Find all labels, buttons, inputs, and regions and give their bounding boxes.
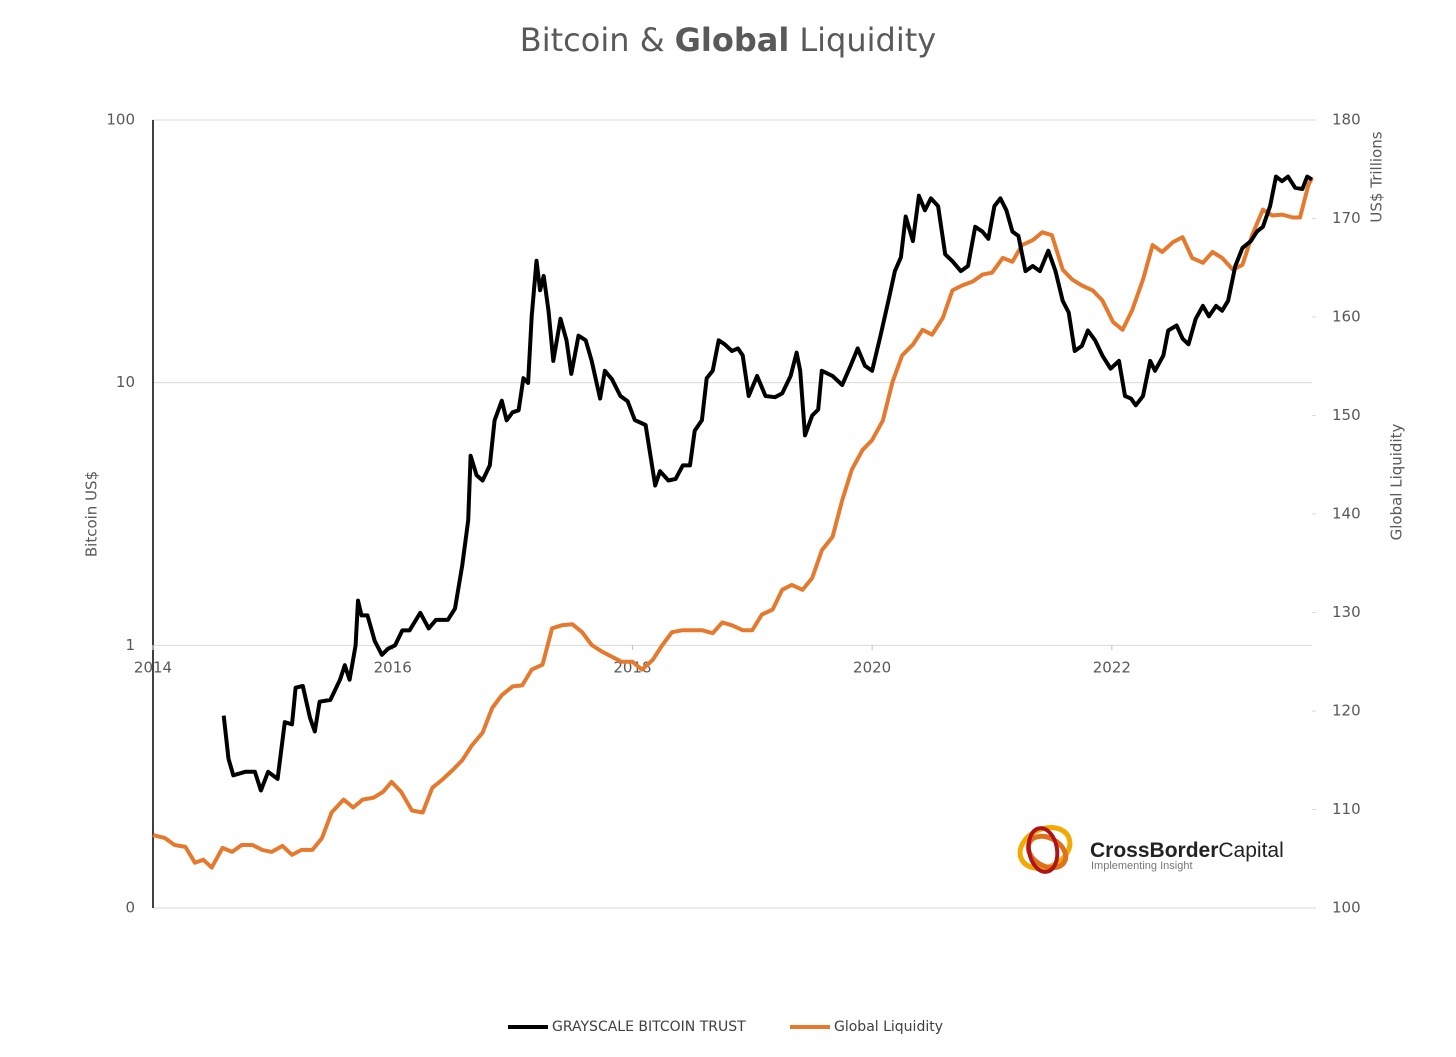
legend-label: Global Liquidity (834, 1019, 943, 1035)
y-tick-label: 1 (125, 636, 135, 654)
y2-tick-label: 120 (1332, 702, 1361, 720)
y2-tick-label: 130 (1332, 603, 1361, 621)
y-axis-label: Bitcoin US$ (83, 471, 101, 557)
logo-part: CrossBorder (1090, 839, 1218, 862)
logo: CrossBorderCapital Implementing Insight (1017, 825, 1284, 874)
x-tick-label: 2014 (134, 659, 172, 677)
y2-tick-label: 180 (1332, 111, 1361, 129)
logo-swirl (1026, 826, 1060, 874)
y-tick-label: 0 (125, 899, 135, 917)
y2-axis-label: Global Liquidity (1388, 423, 1406, 540)
y2-tick-label: 140 (1332, 505, 1361, 523)
legend-label: GRAYSCALE BITCOIN TRUST (552, 1019, 746, 1035)
series-line (152, 177, 1314, 870)
y-tick-label: 100 (106, 111, 135, 129)
y2-tick-label: 110 (1332, 800, 1361, 818)
series-line (221, 174, 1314, 793)
x-tick-label: 2016 (374, 659, 412, 677)
x-tick-label: 2020 (853, 659, 891, 677)
chart-title: Bitcoin & Global Liquidity (520, 21, 936, 59)
title-part: Bitcoin & (520, 21, 665, 59)
title-part: Liquidity (799, 21, 936, 59)
y2-tick-label: 170 (1332, 209, 1361, 227)
logo-text: CrossBorderCapital (1090, 839, 1284, 862)
logo-tagline: Implementing Insight (1091, 860, 1193, 872)
y2-tick-label: 160 (1332, 308, 1361, 326)
y2-tick-label: 100 (1332, 899, 1361, 917)
x-tick-label: 2022 (1093, 659, 1131, 677)
title-part: Global (675, 21, 790, 59)
y2-tick-label: 150 (1332, 406, 1361, 424)
logo-part: Capital (1218, 839, 1283, 862)
y2-unit-label: US$ Trillions (1368, 131, 1386, 222)
y-tick-label: 10 (116, 373, 135, 391)
